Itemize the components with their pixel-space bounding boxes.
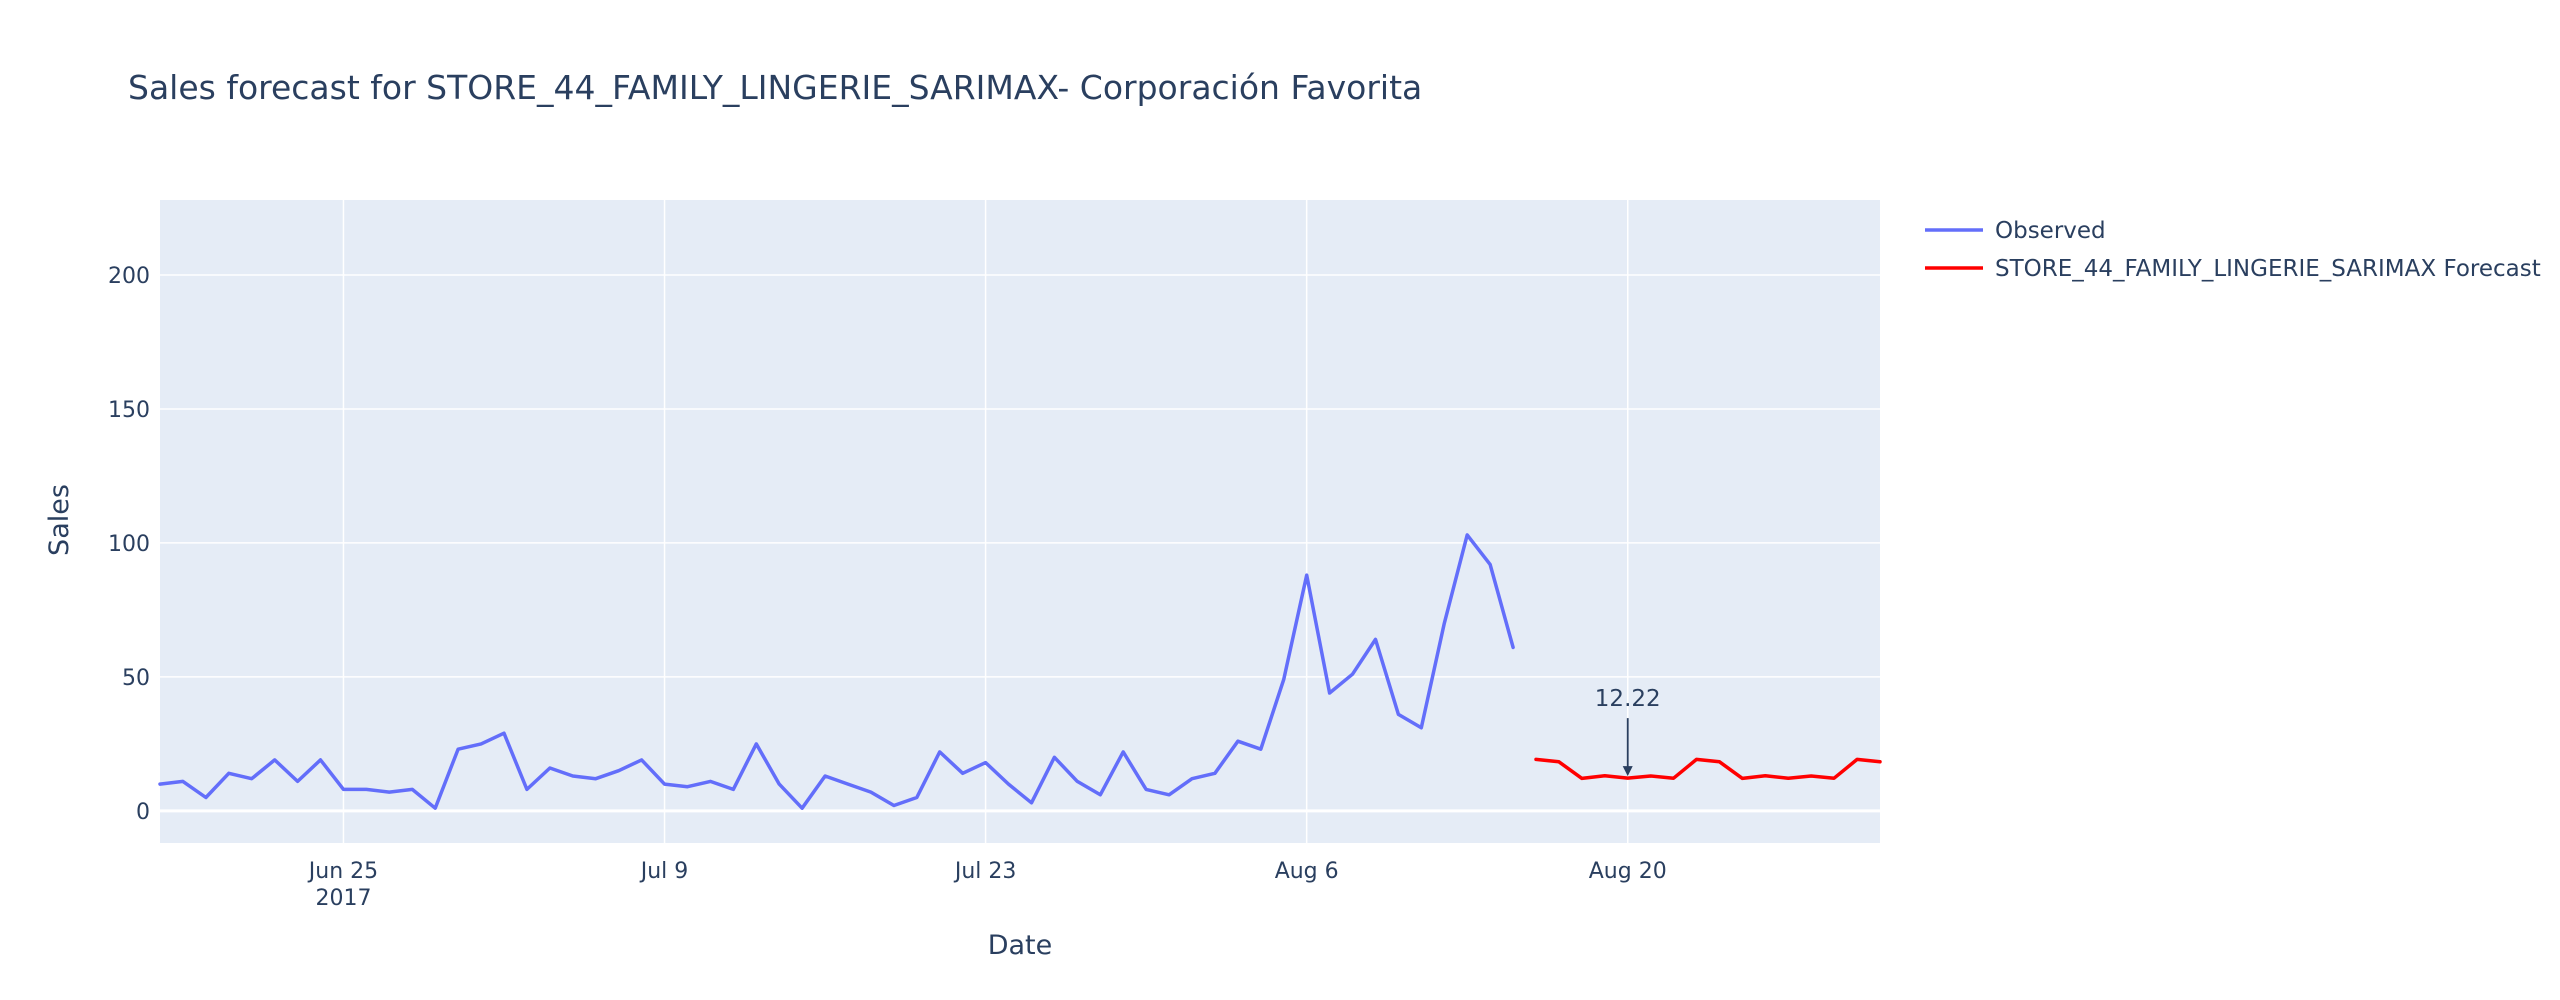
x-tick-year-label: 2017 bbox=[315, 886, 371, 911]
gridlines bbox=[160, 200, 1880, 843]
legend[interactable]: Observed STORE_44_FAMILY_LINGERIE_SARIMAX… bbox=[1925, 218, 2541, 282]
series-lines bbox=[158, 533, 1882, 810]
x-axis-title: Date bbox=[988, 930, 1053, 961]
forecast-series-line bbox=[1534, 757, 1882, 781]
y-tick-label: 50 bbox=[122, 666, 150, 691]
legend-label: Observed bbox=[1995, 218, 2106, 244]
legend-item[interactable]: Observed bbox=[1925, 218, 2106, 244]
observed-series-line bbox=[158, 533, 1515, 810]
annotations: 12.22 bbox=[1595, 686, 1661, 777]
y-tick-label: 150 bbox=[108, 398, 150, 423]
annotation-arrow-head bbox=[1622, 766, 1633, 777]
x-tick-label: Aug 20 bbox=[1589, 859, 1667, 884]
plot-background bbox=[160, 200, 1880, 843]
y-tick-label: 200 bbox=[108, 264, 150, 289]
y-axis-title: Sales bbox=[44, 484, 75, 556]
x-tick-label: Jul 9 bbox=[639, 859, 689, 884]
chart-title: Sales forecast for STORE_44_FAMILY_LINGE… bbox=[128, 68, 1422, 107]
annotation-label: 12.22 bbox=[1595, 686, 1661, 712]
x-tick-label: Jul 23 bbox=[953, 859, 1017, 884]
y-tick-label: 0 bbox=[136, 800, 150, 825]
x-tick-label: Jun 25 bbox=[307, 859, 378, 884]
legend-label: STORE_44_FAMILY_LINGERIE_SARIMAX Forecas… bbox=[1995, 256, 2541, 282]
y-tick-label: 100 bbox=[108, 532, 150, 557]
x-tick-label: Aug 6 bbox=[1275, 859, 1339, 884]
legend-item[interactable]: STORE_44_FAMILY_LINGERIE_SARIMAX Forecas… bbox=[1925, 256, 2541, 282]
